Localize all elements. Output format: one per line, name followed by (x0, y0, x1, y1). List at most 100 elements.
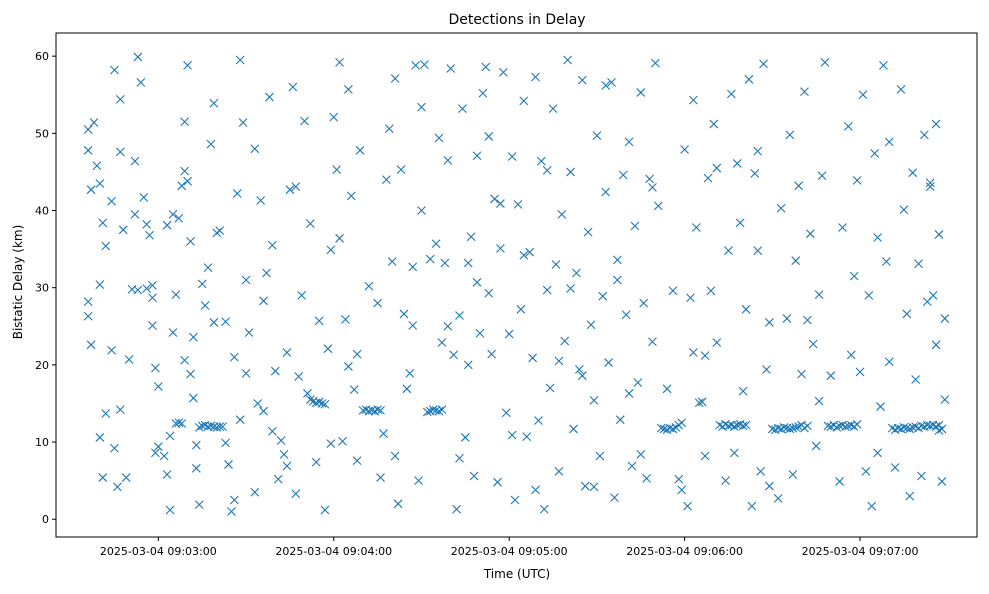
data-point (589, 482, 599, 492)
data-point (498, 67, 508, 77)
data-point (779, 423, 789, 432)
data-point (89, 118, 99, 127)
data-point (364, 281, 374, 291)
data-point (189, 393, 198, 403)
data-point (83, 297, 93, 306)
data-point (259, 406, 268, 416)
data-point (352, 349, 362, 359)
data-point (244, 328, 254, 337)
data-point (323, 344, 333, 354)
data-point (525, 247, 535, 257)
data-point (352, 456, 362, 465)
x-tick-label: 2025-03-04 09:05:00 (451, 545, 568, 558)
data-point (683, 501, 692, 511)
data-point (238, 118, 248, 127)
data-point (513, 199, 523, 209)
data-point (265, 92, 274, 102)
data-point (791, 256, 801, 266)
data-point (405, 368, 415, 378)
data-point (460, 433, 470, 442)
data-point (168, 209, 178, 219)
data-point (478, 88, 488, 98)
data-point (668, 286, 678, 296)
data-point (928, 291, 938, 300)
data-point (153, 382, 163, 391)
data-point (379, 429, 388, 438)
data-point (914, 259, 923, 269)
data-point (186, 237, 195, 246)
data-point (399, 309, 409, 319)
data-point (151, 448, 160, 458)
data-point (463, 360, 473, 370)
data-point (925, 182, 935, 191)
data-point (925, 178, 935, 188)
data-point (615, 415, 625, 425)
data-point (817, 171, 827, 181)
data-point (463, 258, 473, 268)
data-point (218, 422, 228, 432)
data-point (133, 52, 143, 62)
data-point (563, 55, 573, 65)
data-point (870, 149, 880, 158)
data-point (899, 423, 909, 432)
data-point (729, 422, 739, 432)
data-point (417, 206, 426, 215)
data-point (341, 314, 350, 324)
data-point (297, 291, 306, 300)
data-point (148, 280, 157, 290)
data-point (171, 290, 181, 300)
data-point (890, 463, 900, 472)
data-point (630, 221, 640, 231)
data-point (288, 82, 298, 92)
data-point (899, 205, 909, 215)
data-point (709, 119, 719, 129)
data-point (443, 155, 453, 165)
data-point (794, 422, 804, 432)
data-point (820, 57, 830, 67)
y-axis-label: Bistatic Delay (km) (11, 225, 25, 340)
data-point (349, 385, 359, 394)
data-point (610, 493, 619, 503)
data-point (305, 395, 315, 405)
data-point (376, 406, 385, 415)
data-point (905, 424, 915, 434)
data-point (484, 288, 494, 298)
y-tick-label: 50 (35, 127, 49, 140)
data-point (753, 146, 763, 156)
data-point (700, 351, 710, 361)
data-point (232, 189, 242, 198)
data-point (314, 316, 324, 326)
data-point (674, 474, 684, 484)
data-point (305, 219, 315, 229)
data-point (431, 239, 441, 249)
data-point (873, 233, 882, 242)
data-point (548, 104, 558, 114)
data-point (95, 280, 105, 290)
data-point (849, 271, 859, 281)
data-point (335, 57, 344, 67)
data-point (86, 185, 96, 195)
x-tick-label: 2025-03-04 09:07:00 (802, 545, 919, 558)
data-point (776, 203, 786, 213)
data-point (487, 349, 497, 359)
data-point (595, 451, 605, 461)
data-point (873, 448, 882, 458)
points-layer (83, 52, 950, 516)
data-point (373, 405, 383, 415)
data-point (183, 176, 192, 186)
data-point (194, 500, 204, 509)
data-point (183, 61, 192, 70)
data-point (250, 144, 260, 154)
data-point (542, 165, 552, 175)
data-point (335, 233, 344, 243)
data-point (273, 474, 283, 484)
data-point (574, 365, 584, 374)
data-point (139, 193, 149, 202)
data-point (732, 159, 742, 168)
data-point (390, 451, 400, 461)
data-point (262, 268, 271, 278)
data-point (706, 286, 716, 296)
data-point (279, 450, 289, 459)
data-point (633, 378, 643, 388)
